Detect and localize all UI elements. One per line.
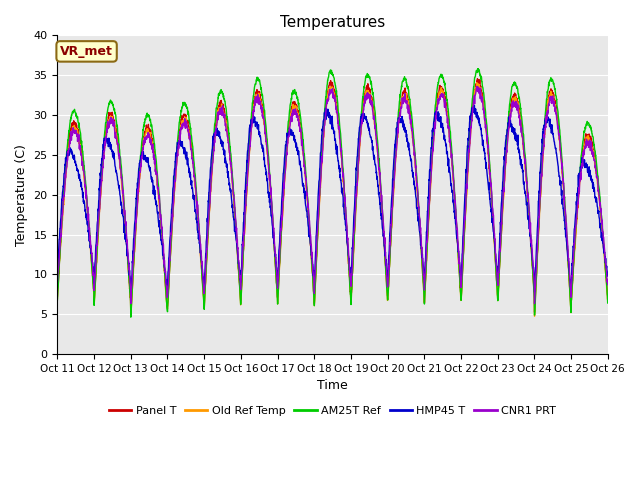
Line: AM25T Ref: AM25T Ref <box>58 69 608 317</box>
Line: Panel T: Panel T <box>58 79 608 315</box>
Panel T <box>474 76 481 82</box>
Line: HMP45 T: HMP45 T <box>58 105 608 292</box>
CNR1 PRT <box>604 282 612 288</box>
HMP45 T <box>360 111 368 117</box>
CNR1 PRT <box>54 279 61 285</box>
AM25T Ref <box>54 297 61 303</box>
CNR1 PRT <box>473 84 481 89</box>
X-axis label: Time: Time <box>317 379 348 392</box>
HMP45 T <box>54 270 61 276</box>
HMP45 T <box>207 164 214 170</box>
CNR1 PRT <box>531 301 538 307</box>
Line: CNR1 PRT: CNR1 PRT <box>58 86 608 304</box>
AM25T Ref <box>571 239 579 245</box>
Panel T <box>54 293 61 299</box>
Text: VR_met: VR_met <box>60 45 113 58</box>
AM25T Ref <box>349 269 356 275</box>
Old Ref Temp <box>531 313 538 319</box>
HMP45 T <box>348 245 356 251</box>
Title: Temperatures: Temperatures <box>280 15 385 30</box>
Panel T <box>127 312 134 318</box>
Panel T <box>571 241 579 247</box>
AM25T Ref <box>604 300 612 306</box>
CNR1 PRT <box>556 135 563 141</box>
Legend: Panel T, Old Ref Temp, AM25T Ref, HMP45 T, CNR1 PRT: Panel T, Old Ref Temp, AM25T Ref, HMP45 … <box>105 401 561 420</box>
AM25T Ref <box>474 66 482 72</box>
CNR1 PRT <box>571 236 579 241</box>
CNR1 PRT <box>360 103 368 108</box>
AM25T Ref <box>556 126 563 132</box>
AM25T Ref <box>207 171 215 177</box>
HMP45 T <box>556 173 563 179</box>
Old Ref Temp <box>473 80 481 85</box>
Panel T <box>207 180 215 185</box>
Old Ref Temp <box>54 296 61 302</box>
HMP45 T <box>493 263 500 269</box>
Old Ref Temp <box>348 271 356 277</box>
Old Ref Temp <box>604 297 612 302</box>
Panel T <box>493 279 500 285</box>
Old Ref Temp <box>571 244 579 250</box>
Old Ref Temp <box>493 274 500 279</box>
HMP45 T <box>470 102 478 108</box>
CNR1 PRT <box>207 180 214 185</box>
HMP45 T <box>571 223 579 228</box>
Old Ref Temp <box>360 98 368 104</box>
Line: Old Ref Temp: Old Ref Temp <box>58 83 608 316</box>
HMP45 T <box>531 289 538 295</box>
Panel T <box>604 293 612 299</box>
CNR1 PRT <box>493 264 500 269</box>
Panel T <box>361 95 369 100</box>
HMP45 T <box>604 273 612 279</box>
Old Ref Temp <box>556 136 563 142</box>
AM25T Ref <box>127 314 134 320</box>
Y-axis label: Temperature (C): Temperature (C) <box>15 144 28 246</box>
AM25T Ref <box>361 82 369 88</box>
Panel T <box>556 137 563 143</box>
Old Ref Temp <box>207 185 214 191</box>
AM25T Ref <box>493 281 500 287</box>
Panel T <box>349 266 356 272</box>
CNR1 PRT <box>348 266 356 272</box>
